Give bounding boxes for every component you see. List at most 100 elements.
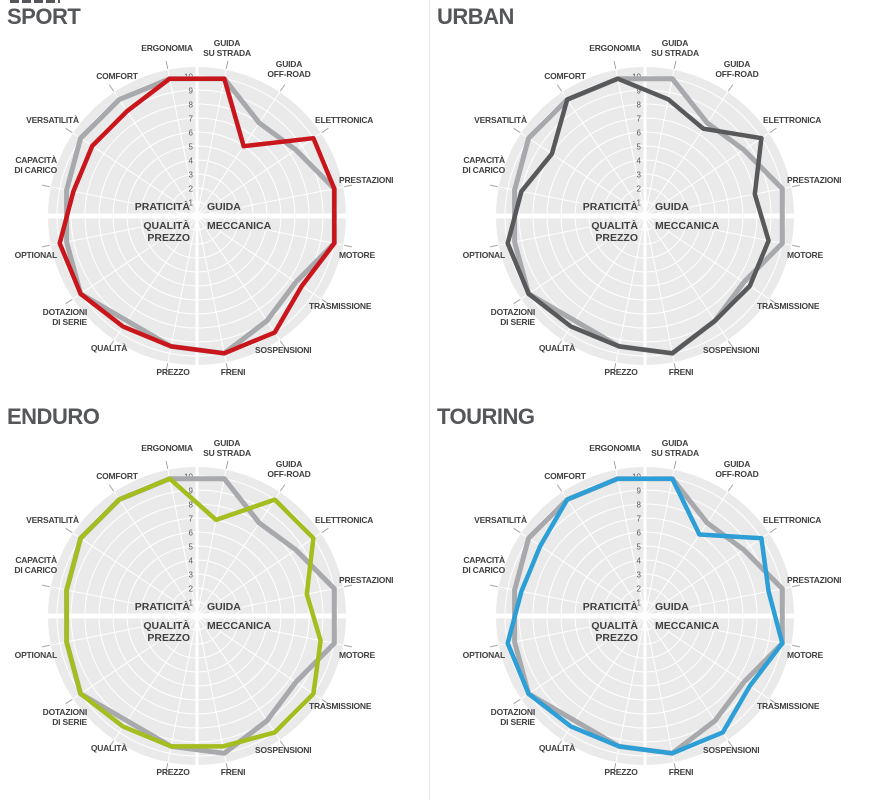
axis-leader-tick xyxy=(556,484,563,492)
scale-tick-label: 6 xyxy=(637,529,642,538)
scale-tick-label: 5 xyxy=(189,543,194,552)
scale-tick-label: 3 xyxy=(189,171,194,180)
axis-leader-tick xyxy=(513,298,521,305)
axis-label: CAPACITÀ DI CARICO xyxy=(14,555,57,575)
quadrant-label-guida: GUIDA xyxy=(655,601,689,613)
axis-label: ELETTRONICA xyxy=(315,115,373,125)
axis-spoke xyxy=(520,215,646,300)
axis-label: TRASMISSIONE xyxy=(757,701,820,711)
center-dot xyxy=(642,613,648,619)
axis-leader-tick xyxy=(225,60,229,69)
axis-label: ERGONOMIA xyxy=(141,443,193,453)
axis-leader-tick xyxy=(108,84,115,92)
scale-tick-label: 1 xyxy=(189,599,194,608)
axis-spoke xyxy=(196,215,344,246)
scale-tick-label: 8 xyxy=(189,501,194,510)
axis-spoke xyxy=(196,186,344,217)
center-dot xyxy=(642,213,648,219)
scale-tick-label: 6 xyxy=(637,129,642,138)
radar-panel-urban: URBAN 1 2 3 4 5 6 7 8 9 10 GUIDA SU STRADA GUIDA OFF-… xyxy=(429,0,889,400)
axis-spoke xyxy=(644,215,675,363)
axis-spoke xyxy=(72,215,198,300)
axis-label: SOSPENSIONI xyxy=(255,345,311,355)
axis-label: CAPACITÀ DI CARICO xyxy=(462,555,505,575)
axis-leader-tick xyxy=(727,84,734,92)
quadrant-label-qualita-prezzo-2: PREZZO xyxy=(595,232,638,244)
axis-leader-tick xyxy=(165,363,169,372)
axis-label: TRASMISSIONE xyxy=(757,301,820,311)
axis-leader-tick xyxy=(65,527,73,534)
axis-leader-tick xyxy=(673,60,677,69)
score-series-line xyxy=(64,476,323,749)
axis-leader-tick xyxy=(769,127,777,134)
axis-spoke xyxy=(644,469,675,617)
axis-leader-tick xyxy=(344,644,353,648)
axis-spoke xyxy=(615,69,646,217)
axis-label: ERGONOMIA xyxy=(141,43,193,53)
axis-spoke xyxy=(520,615,646,700)
axis-label: SOSPENSIONI xyxy=(703,745,759,755)
quadrant-label-guida: GUIDA xyxy=(207,201,241,213)
scale-tick-label: 7 xyxy=(637,515,642,524)
axis-spoke xyxy=(196,491,281,617)
quadrant-label-qualita-prezzo-1: QUALITÀ xyxy=(143,219,190,232)
axis-label: GUIDA SU STRADA xyxy=(203,438,251,458)
axis-label: PREZZO xyxy=(156,367,190,377)
axis-spoke xyxy=(167,615,198,763)
scale-tick-label: 7 xyxy=(637,115,642,124)
axis-leader-tick xyxy=(513,527,521,534)
axis-label: VERSATILITÀ xyxy=(26,515,79,525)
quadrant-label-qualita-prezzo-1: QUALITÀ xyxy=(591,219,638,232)
axis-spoke xyxy=(196,69,227,217)
axis-leader-tick xyxy=(344,244,353,248)
axis-label: MOTORE xyxy=(339,250,375,260)
axis-spoke xyxy=(615,615,646,763)
axis-label: PRESTAZIONI xyxy=(787,175,841,185)
scale-tick-label: 2 xyxy=(637,585,642,594)
axis-label: QUALITÀ xyxy=(91,343,127,353)
axis-label: MOTORE xyxy=(787,250,823,260)
axis-label: FRENI xyxy=(221,767,246,777)
axis-leader-tick xyxy=(41,644,50,648)
axis-leader-tick xyxy=(165,763,169,772)
scale-tick-label: 3 xyxy=(637,171,642,180)
quadrant-label-qualita-prezzo-1: QUALITÀ xyxy=(143,619,190,632)
axis-label: CAPACITÀ DI CARICO xyxy=(14,155,57,175)
axis-label: ELETTRONICA xyxy=(763,515,821,525)
axis-spoke xyxy=(498,215,646,246)
scale-tick-label: 9 xyxy=(189,87,194,96)
axis-spoke xyxy=(498,615,646,646)
axis-leader-tick xyxy=(41,584,50,588)
axis-label: GUIDA OFF-ROAD xyxy=(715,59,758,79)
axis-spoke xyxy=(520,132,646,217)
axis-spoke xyxy=(113,491,198,617)
axis-leader-tick xyxy=(613,363,617,372)
axis-spoke xyxy=(561,491,646,617)
axis-spoke xyxy=(644,615,792,646)
axis-label: ELETTRONICA xyxy=(763,115,821,125)
axis-label: PREZZO xyxy=(604,767,638,777)
axis-leader-tick xyxy=(344,584,353,588)
quadrant-label-praticita: PRATICITÀ xyxy=(583,600,639,613)
axis-leader-tick xyxy=(65,698,73,705)
axis-spoke xyxy=(644,186,792,217)
axis-leader-tick xyxy=(556,740,563,748)
axis-leader-tick xyxy=(165,60,169,69)
axis-spoke xyxy=(72,532,198,617)
axis-label: MOTORE xyxy=(339,650,375,660)
scale-tick-label: 4 xyxy=(637,557,642,566)
axis-label: GUIDA OFF-ROAD xyxy=(267,459,310,479)
axis-spoke xyxy=(167,215,198,363)
axis-label: COMFORT xyxy=(96,471,139,481)
radar-grid xyxy=(48,467,346,765)
axis-leader-tick xyxy=(165,460,169,469)
axis-leader-tick xyxy=(556,84,563,92)
axis-leader-tick xyxy=(489,644,498,648)
axis-leader-tick xyxy=(41,244,50,248)
axis-leader-tick xyxy=(65,127,73,134)
axis-label: VERSATILITÀ xyxy=(474,115,527,125)
axis-spoke xyxy=(167,469,198,617)
